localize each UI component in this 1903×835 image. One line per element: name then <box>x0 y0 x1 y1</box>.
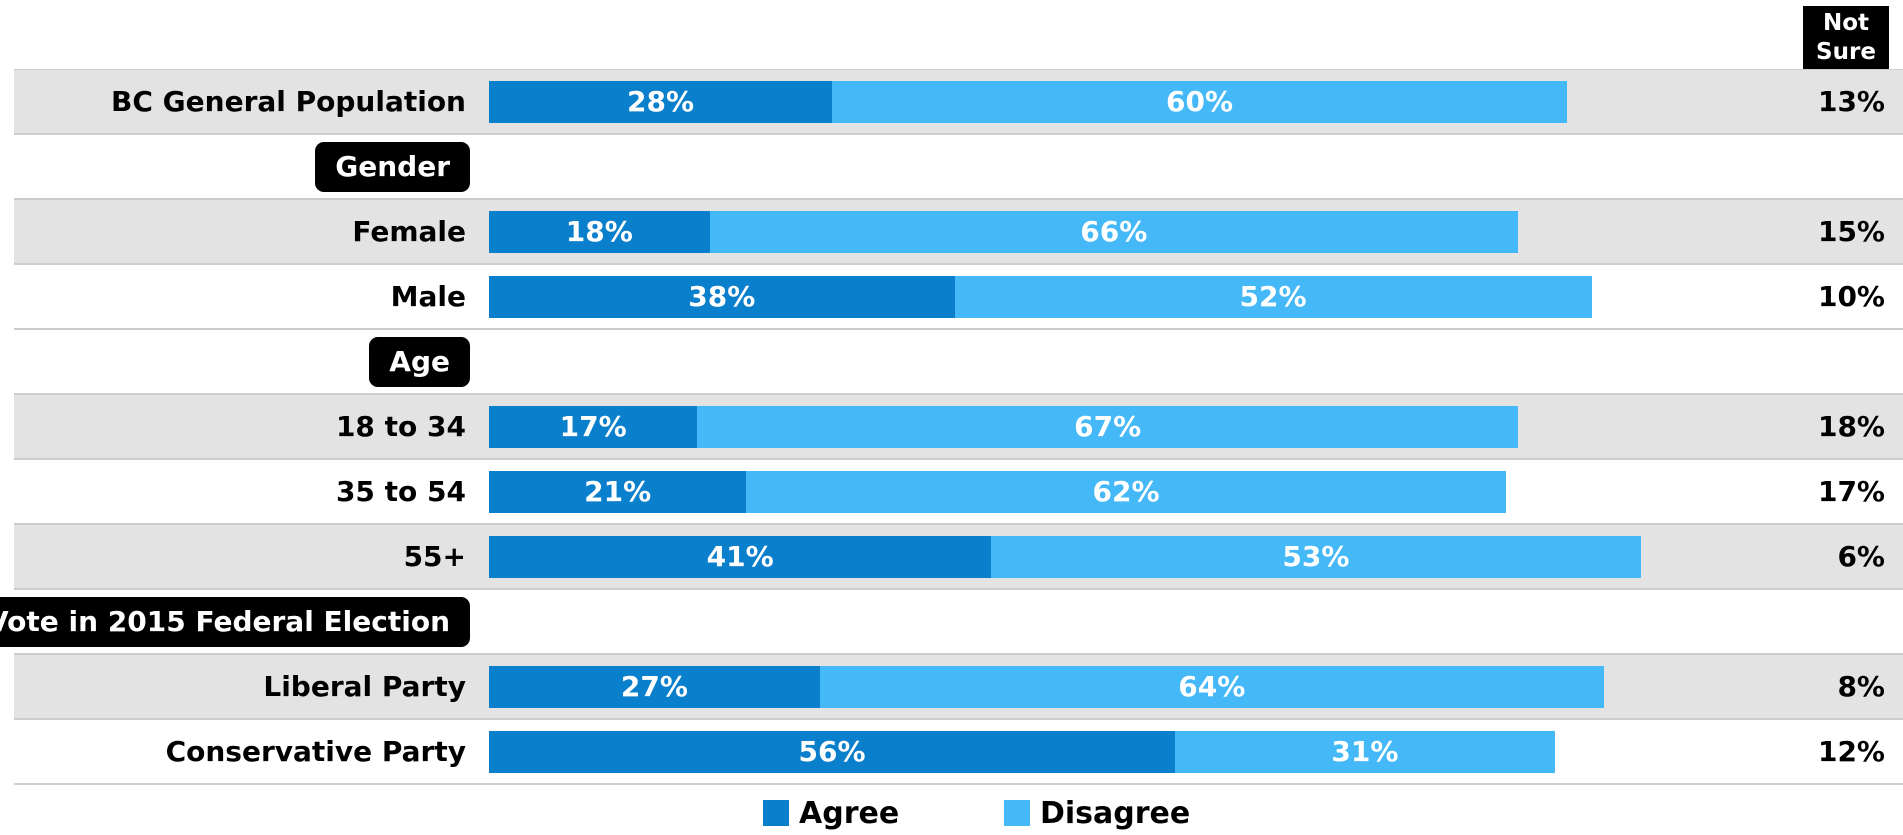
row-divider <box>14 523 1903 525</box>
data-label-disagree: 60% <box>1165 85 1234 118</box>
row-divider <box>14 458 1903 460</box>
row-label: BC General Population <box>111 85 466 118</box>
data-label-not-sure: 15% <box>1817 215 1885 248</box>
bar-disagree <box>709 211 1518 253</box>
data-label-agree: 21% <box>584 475 652 508</box>
legend-agree-swatch <box>763 800 789 826</box>
row-divider <box>14 198 1903 200</box>
data-label-disagree: 66% <box>1080 215 1148 248</box>
group-label: Gender <box>315 142 470 192</box>
data-label-agree: 17% <box>559 410 627 443</box>
data-label-agree: 38% <box>688 280 756 313</box>
group-label: Vote in 2015 Federal Election <box>0 597 470 647</box>
row-divider <box>14 263 1903 265</box>
bar-disagree <box>819 666 1604 708</box>
data-label-not-sure: 8% <box>1837 670 1885 703</box>
row-label: 55+ <box>403 540 466 573</box>
bar-disagree <box>1175 731 1555 773</box>
bar-agree <box>489 81 832 123</box>
data-label-agree: 27% <box>620 670 688 703</box>
legend-disagree-label: Disagree <box>1040 795 1191 831</box>
bar-agree <box>489 276 955 318</box>
row-label: Liberal Party <box>263 670 466 703</box>
data-label-not-sure: 18% <box>1817 410 1885 443</box>
data-label-disagree: 62% <box>1092 475 1160 508</box>
row-divider <box>14 133 1903 135</box>
row-divider <box>14 393 1903 395</box>
legend-disagree: Disagree <box>1004 795 1191 831</box>
data-label-not-sure: 17% <box>1817 475 1885 508</box>
bar-disagree <box>991 536 1641 578</box>
bar-disagree <box>832 81 1567 123</box>
group-label: Age <box>369 337 470 387</box>
data-label-not-sure: 6% <box>1837 540 1885 573</box>
data-label-agree: 28% <box>626 85 695 118</box>
row-divider <box>14 328 1903 330</box>
row-divider <box>14 718 1903 720</box>
row-label: 18 to 34 <box>335 410 466 443</box>
data-label-not-sure: 10% <box>1817 280 1885 313</box>
data-label-agree: 56% <box>798 735 866 768</box>
bar-disagree <box>697 406 1518 448</box>
row-label: Conservative Party <box>165 735 466 768</box>
bar-disagree <box>954 276 1592 318</box>
data-label-disagree: 52% <box>1239 280 1307 313</box>
data-label-disagree: 31% <box>1331 735 1399 768</box>
row-label: Female <box>352 215 466 248</box>
not-sure-header-line2: Sure <box>1816 39 1876 65</box>
legend-agree-label: Agree <box>799 795 900 831</box>
bar-agree <box>489 406 698 448</box>
bar-agree <box>489 666 820 708</box>
row-label: 35 to 54 <box>335 475 466 508</box>
data-label-agree: 18% <box>565 215 633 248</box>
data-label-not-sure: 13% <box>1817 85 1885 118</box>
data-label-disagree: 64% <box>1178 670 1246 703</box>
bar-agree <box>489 536 992 578</box>
row-divider <box>14 653 1903 655</box>
data-label-agree: 41% <box>706 540 774 573</box>
row-divider <box>14 588 1903 590</box>
legend-disagree-swatch <box>1004 800 1030 826</box>
data-label-not-sure: 12% <box>1817 735 1885 768</box>
bar-agree <box>489 471 747 513</box>
bar-agree <box>489 731 1175 773</box>
not-sure-header: Not Sure <box>1803 6 1889 69</box>
not-sure-header-line1: Not <box>1822 10 1870 36</box>
data-label-disagree: 67% <box>1074 410 1142 443</box>
row-divider <box>14 783 1903 785</box>
row-label: Male <box>390 280 466 313</box>
data-label-disagree: 53% <box>1282 540 1350 573</box>
bar-disagree <box>746 471 1506 513</box>
legend-agree: Agree <box>763 795 900 831</box>
bar-agree <box>489 211 710 253</box>
